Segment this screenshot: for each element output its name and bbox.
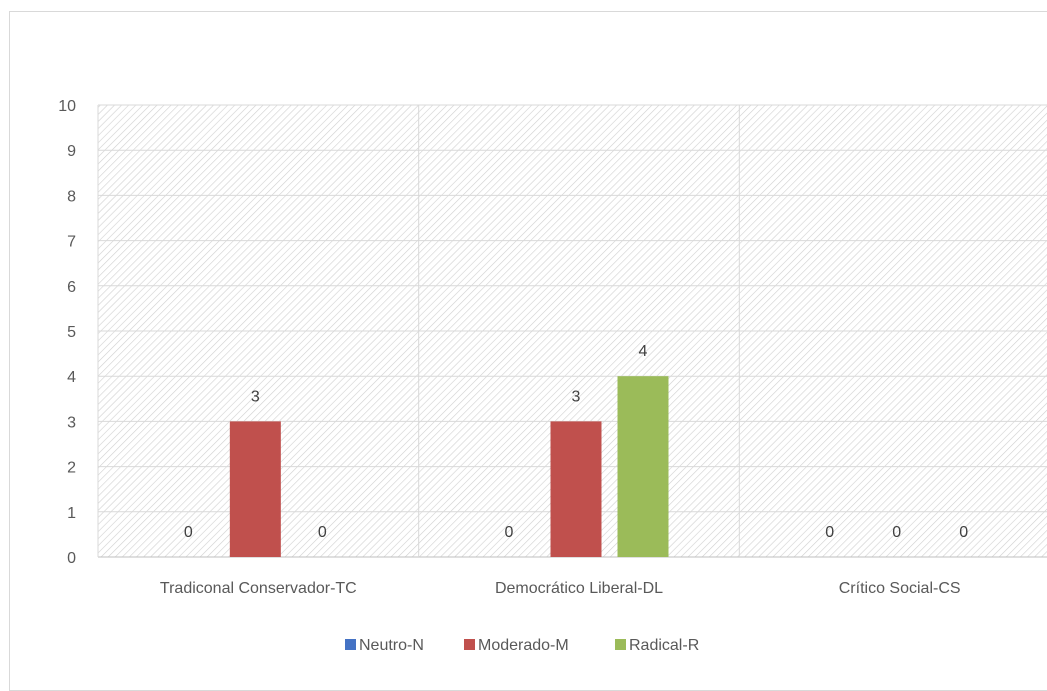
y-tick-label: 8 [67, 188, 76, 205]
data-label: 0 [318, 524, 327, 541]
y-tick-label: 10 [58, 98, 76, 115]
x-tick-label: Crítico Social-CS [839, 580, 961, 597]
y-tick-label: 3 [67, 414, 76, 431]
x-tick-label: Tradiconal Conservador-TC [160, 580, 357, 597]
bar-chart: 0 1 2 3 4 5 6 7 8 9 10 0 3 0 0 3 4 0 0 0 Tradiconal Conser… [58, 98, 1047, 654]
x-tick-label: Democrático Liberal-DL [495, 580, 663, 597]
data-label: 0 [825, 524, 834, 541]
bar [229, 421, 281, 557]
y-tick-label: 0 [67, 550, 76, 567]
data-labels: 0 3 0 0 3 4 0 0 0 [184, 343, 968, 541]
data-label: 0 [959, 524, 968, 541]
y-tick-label: 1 [67, 505, 76, 522]
y-tick-label: 7 [67, 234, 76, 251]
data-label: 0 [892, 524, 901, 541]
data-label: 0 [505, 524, 514, 541]
legend: Neutro-N Moderado-M Radical-R [345, 637, 699, 654]
y-tick-label: 5 [67, 324, 76, 341]
y-tick-label: 6 [67, 279, 76, 296]
bars [229, 376, 669, 557]
legend-label: Radical-R [629, 637, 699, 654]
legend-label: Neutro-N [359, 637, 424, 654]
bar [550, 421, 602, 557]
data-label: 4 [639, 343, 648, 360]
y-tick-label: 4 [67, 369, 76, 386]
y-axis: 0 1 2 3 4 5 6 7 8 9 10 [58, 98, 76, 567]
legend-label: Moderado-M [478, 637, 569, 654]
data-label: 3 [251, 388, 260, 405]
data-label: 3 [572, 388, 581, 405]
x-axis: Tradiconal Conservador-TC Democrático Lib… [160, 580, 961, 597]
legend-swatch [345, 639, 356, 650]
y-tick-label: 9 [67, 143, 76, 160]
bar [617, 376, 669, 557]
legend-swatch [615, 639, 626, 650]
legend-swatch [464, 639, 475, 650]
data-label: 0 [184, 524, 193, 541]
y-tick-label: 2 [67, 460, 76, 477]
